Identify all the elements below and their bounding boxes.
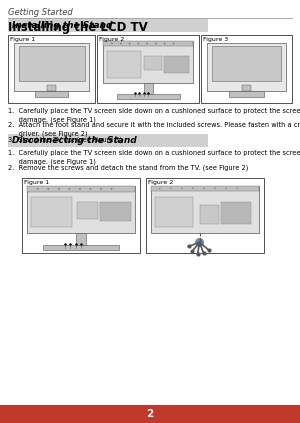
Bar	[27, 186, 135, 192]
Text: Figure 1: Figure 1	[10, 37, 35, 42]
Bar	[221, 203, 251, 224]
Circle shape	[146, 43, 148, 44]
Bar	[106, 51, 141, 78]
Circle shape	[159, 187, 161, 189]
Bar	[100, 203, 131, 221]
Circle shape	[89, 188, 92, 190]
Circle shape	[110, 188, 112, 190]
Bar	[8, 19, 208, 32]
Bar	[47, 85, 56, 91]
Circle shape	[181, 187, 183, 189]
Text: Figure 3: Figure 3	[203, 37, 228, 42]
Bar	[212, 47, 281, 81]
Bar	[103, 41, 193, 46]
Bar	[144, 56, 162, 70]
Bar	[27, 186, 135, 233]
Circle shape	[164, 43, 166, 44]
Bar	[14, 43, 89, 91]
Bar	[43, 245, 119, 250]
Bar	[103, 41, 193, 83]
Bar	[155, 197, 193, 227]
Bar	[151, 186, 259, 233]
Text: 2.  Remove the screws and detach the stand from the TV. (see Figure 2): 2. Remove the screws and detach the stan…	[8, 164, 248, 170]
Bar	[77, 203, 98, 219]
Circle shape	[214, 187, 216, 189]
Circle shape	[137, 43, 139, 44]
Circle shape	[79, 188, 81, 190]
Circle shape	[172, 43, 174, 44]
Circle shape	[236, 187, 238, 189]
Circle shape	[58, 188, 60, 190]
Circle shape	[192, 187, 194, 189]
Circle shape	[47, 188, 49, 190]
Circle shape	[203, 187, 205, 189]
Bar	[143, 83, 152, 93]
Bar	[34, 91, 68, 97]
Bar	[164, 56, 189, 72]
Bar	[97, 35, 199, 103]
Bar	[8, 134, 208, 147]
Text: 1.  Carefully place the TV screen side down on a cushioned surface to protect th: 1. Carefully place the TV screen side do…	[8, 150, 300, 165]
Circle shape	[170, 187, 172, 189]
Text: 1.  Carefully place the TV screen side down on a cushioned surface to protect th: 1. Carefully place the TV screen side do…	[8, 108, 300, 123]
Bar	[146, 178, 264, 253]
Circle shape	[111, 43, 113, 44]
Bar	[0, 405, 300, 423]
Circle shape	[196, 239, 202, 245]
Text: Installing the LCD TV: Installing the LCD TV	[8, 21, 148, 34]
Text: Figure 1: Figure 1	[24, 180, 49, 185]
Text: Installing the Stand: Installing the Stand	[12, 21, 112, 30]
Circle shape	[120, 43, 122, 44]
Text: Figure 2: Figure 2	[99, 37, 124, 42]
Circle shape	[196, 239, 204, 247]
Bar	[8, 35, 95, 103]
Bar	[22, 178, 140, 253]
Circle shape	[225, 187, 227, 189]
Bar	[201, 35, 292, 103]
Bar	[151, 186, 259, 191]
Text: 3.  Stand the TV up. (see Figure 3): 3. Stand the TV up. (see Figure 3)	[8, 136, 122, 143]
Circle shape	[37, 188, 39, 190]
Bar	[76, 233, 86, 245]
Bar	[200, 205, 219, 224]
Text: 2: 2	[146, 409, 154, 419]
Bar	[31, 197, 72, 227]
Text: Figure 2: Figure 2	[148, 180, 173, 185]
Bar	[116, 93, 179, 99]
Circle shape	[68, 188, 70, 190]
Bar	[242, 85, 251, 91]
Text: 2.  Attach the foot stand and secure it with the included screws. Please fasten : 2. Attach the foot stand and secure it w…	[8, 122, 300, 137]
Circle shape	[100, 188, 102, 190]
Text: Getting Started: Getting Started	[8, 8, 73, 17]
Text: Disconnecting the Stand: Disconnecting the Stand	[12, 136, 137, 145]
Circle shape	[155, 43, 157, 44]
Bar	[207, 43, 286, 91]
Bar	[19, 47, 85, 81]
Circle shape	[129, 43, 130, 44]
Bar	[229, 91, 264, 97]
